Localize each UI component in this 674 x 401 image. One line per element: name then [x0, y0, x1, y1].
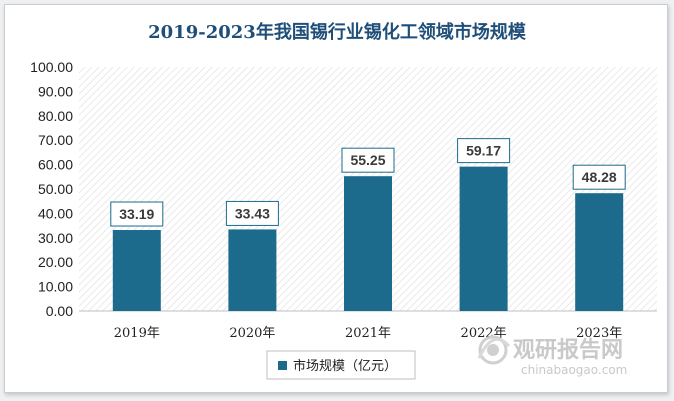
x-tick-label: 2020年 [229, 326, 275, 341]
bar-chart: 2019-2023年我国锡行业锡化工领域市场规模 0.00 10.00 20.00 3… [30, 21, 657, 380]
bar [112, 230, 161, 311]
bar [575, 193, 624, 311]
bar [459, 166, 508, 311]
watermark: 观研报告网 chinabaogao.com [477, 335, 627, 377]
bar-series [112, 166, 624, 311]
chart-title: 2019-2023年我国锡行业锡化工领域市场规模 [148, 21, 527, 43]
legend-label: 市场规模（亿元） [293, 358, 397, 374]
y-tick-label: 90.00 [38, 83, 73, 99]
data-label-box [341, 147, 395, 173]
y-tick-label: 40.00 [38, 205, 73, 221]
data-label: 33.43 [235, 205, 270, 221]
y-tick-label: 80.00 [38, 108, 73, 124]
x-tick-label: 2021年 [345, 326, 391, 341]
y-tick-label: 0.00 [46, 303, 73, 319]
data-label: 33.19 [119, 206, 154, 222]
data-label-box [110, 201, 164, 227]
data-label-box [572, 164, 626, 190]
chart-card: 2019-2023年我国锡行业锡化工领域市场规模 0.00 10.00 20.00 3… [4, 4, 668, 393]
data-label-box [457, 138, 511, 164]
watermark-url: chinabaogao.com [521, 363, 627, 377]
watermark-name: 观研报告网 [513, 338, 623, 363]
data-label: 48.28 [582, 169, 617, 185]
y-tick-label: 60.00 [38, 157, 73, 173]
y-tick-label: 100.00 [30, 59, 73, 75]
bar [344, 176, 392, 311]
data-label: 55.25 [350, 152, 385, 168]
y-tick-label: 20.00 [38, 254, 73, 270]
x-tick-label: 2019年 [114, 326, 160, 341]
bar [228, 229, 277, 311]
watermark-logo-icon [477, 335, 511, 365]
x-tick-label: 2023年 [576, 326, 622, 341]
y-tick-label: 10.00 [38, 279, 73, 295]
y-tick-label: 30.00 [38, 230, 73, 246]
y-tick-label: 70.00 [38, 132, 73, 148]
legend: 市场规模（亿元） [266, 350, 416, 380]
y-axis-ticks: 0.00 10.00 20.00 30.00 40.00 50.00 60.00 70.00 8… [30, 59, 73, 319]
data-label-box [225, 200, 279, 226]
data-labels: 33.19 33.43 55.25 59.17 48.28 [110, 138, 626, 227]
y-tick-label: 50.00 [38, 181, 73, 197]
legend-frame [266, 350, 416, 380]
legend-swatch [278, 361, 287, 370]
data-label: 59.17 [466, 143, 501, 159]
